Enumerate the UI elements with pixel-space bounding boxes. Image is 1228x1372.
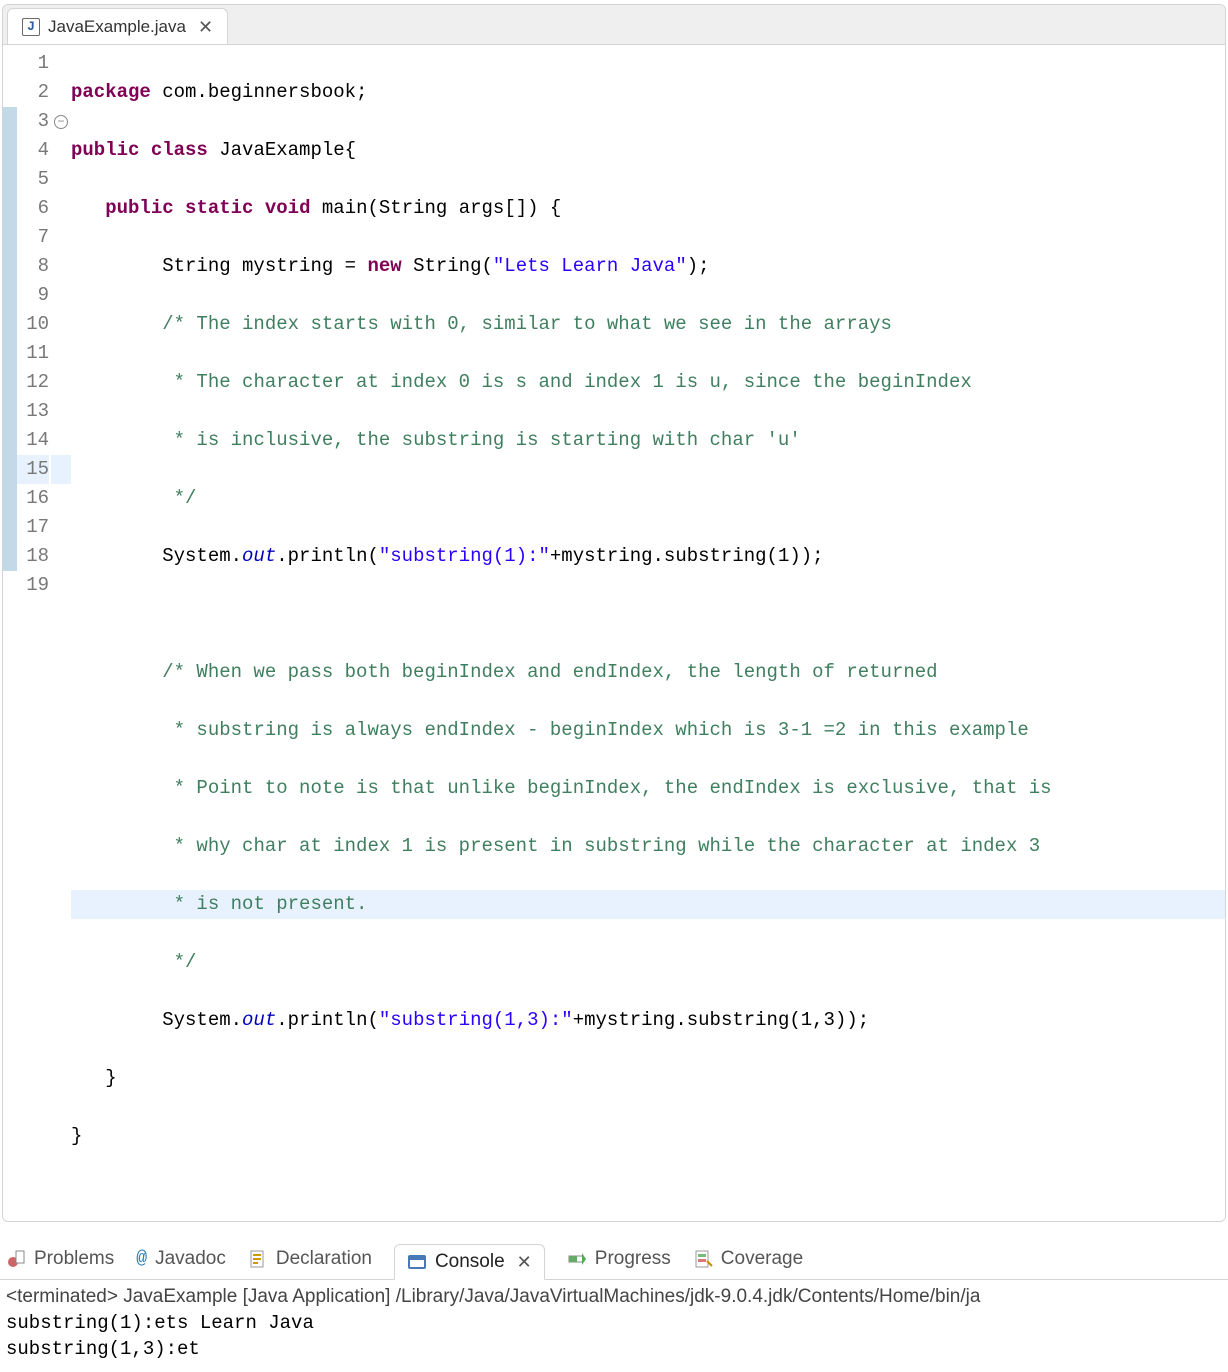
declaration-icon: [248, 1249, 268, 1269]
console-icon: [407, 1252, 427, 1272]
code-line: */: [71, 948, 1225, 977]
problems-icon: [6, 1249, 26, 1269]
code-line: /* The index starts with 0, similar to w…: [71, 310, 1225, 339]
code-line: String mystring = new String("Lets Learn…: [71, 252, 1225, 281]
editor-tab[interactable]: J JavaExample.java ✕: [7, 8, 228, 44]
tab-javadoc[interactable]: @ Javadoc: [136, 1246, 226, 1272]
close-icon[interactable]: ✕: [194, 18, 213, 36]
code-line: System.out.println("substring(1,3):"+mys…: [71, 1006, 1225, 1035]
progress-icon: [567, 1249, 587, 1269]
code-area[interactable]: 1 2 3 4 5 6 7 8 9 10 11 12 13 14 15 16 1…: [3, 45, 1225, 1221]
code-line: * is inclusive, the substring is startin…: [71, 426, 1225, 455]
code-line: /* When we pass both beginIndex and endI…: [71, 658, 1225, 687]
bottom-panel: Problems @ Javadoc Declaration Console ✕…: [0, 1240, 1228, 1372]
java-file-icon: J: [22, 18, 40, 36]
code-line: * substring is always endIndex - beginIn…: [71, 716, 1225, 745]
tab-problems[interactable]: Problems: [6, 1246, 114, 1272]
code-line: */: [71, 484, 1225, 513]
code-line: * why char at index 1 is present in subs…: [71, 832, 1225, 861]
coverage-icon: [693, 1249, 713, 1269]
code-line: [71, 600, 1225, 629]
tab-console[interactable]: Console ✕: [394, 1244, 545, 1280]
code-line: public class JavaExample{: [71, 136, 1225, 165]
tab-progress[interactable]: Progress: [567, 1246, 671, 1272]
bottom-tab-bar: Problems @ Javadoc Declaration Console ✕…: [0, 1240, 1228, 1280]
code-line: * Point to note is that unlike beginInde…: [71, 774, 1225, 803]
tab-declaration[interactable]: Declaration: [248, 1246, 372, 1272]
editor-panel: J JavaExample.java ✕ 1 2 3 4 5 6 7 8 9 1…: [2, 4, 1226, 1222]
code-line: public static void main(String args[]) {: [71, 194, 1225, 223]
code-line: * is not present.: [71, 890, 1225, 919]
close-icon[interactable]: ✕: [513, 1253, 532, 1271]
fold-gutter: −: [51, 49, 71, 1209]
code-lines[interactable]: package com.beginnersbook; public class …: [71, 49, 1225, 1209]
fold-toggle-icon[interactable]: −: [54, 115, 68, 129]
line-number-gutter: 1 2 3 4 5 6 7 8 9 10 11 12 13 14 15 16 1…: [17, 49, 51, 1209]
console-output-line: substring(1,3):et: [6, 1336, 1222, 1362]
code-line: package com.beginnersbook;: [71, 78, 1225, 107]
editor-tab-bar: J JavaExample.java ✕: [3, 5, 1225, 45]
tab-coverage[interactable]: Coverage: [693, 1246, 803, 1272]
code-line: }: [71, 1064, 1225, 1093]
change-marker-strip: [3, 49, 17, 1209]
console-status: <terminated> JavaExample [Java Applicati…: [6, 1284, 1222, 1310]
console-body: <terminated> JavaExample [Java Applicati…: [0, 1280, 1228, 1372]
console-output-line: substring(1):ets Learn Java: [6, 1310, 1222, 1336]
javadoc-icon: @: [136, 1250, 147, 1268]
code-line: }: [71, 1122, 1225, 1151]
code-line: * The character at index 0 is s and inde…: [71, 368, 1225, 397]
code-line: System.out.println("substring(1):"+mystr…: [71, 542, 1225, 571]
editor-tab-filename: JavaExample.java: [48, 18, 186, 35]
